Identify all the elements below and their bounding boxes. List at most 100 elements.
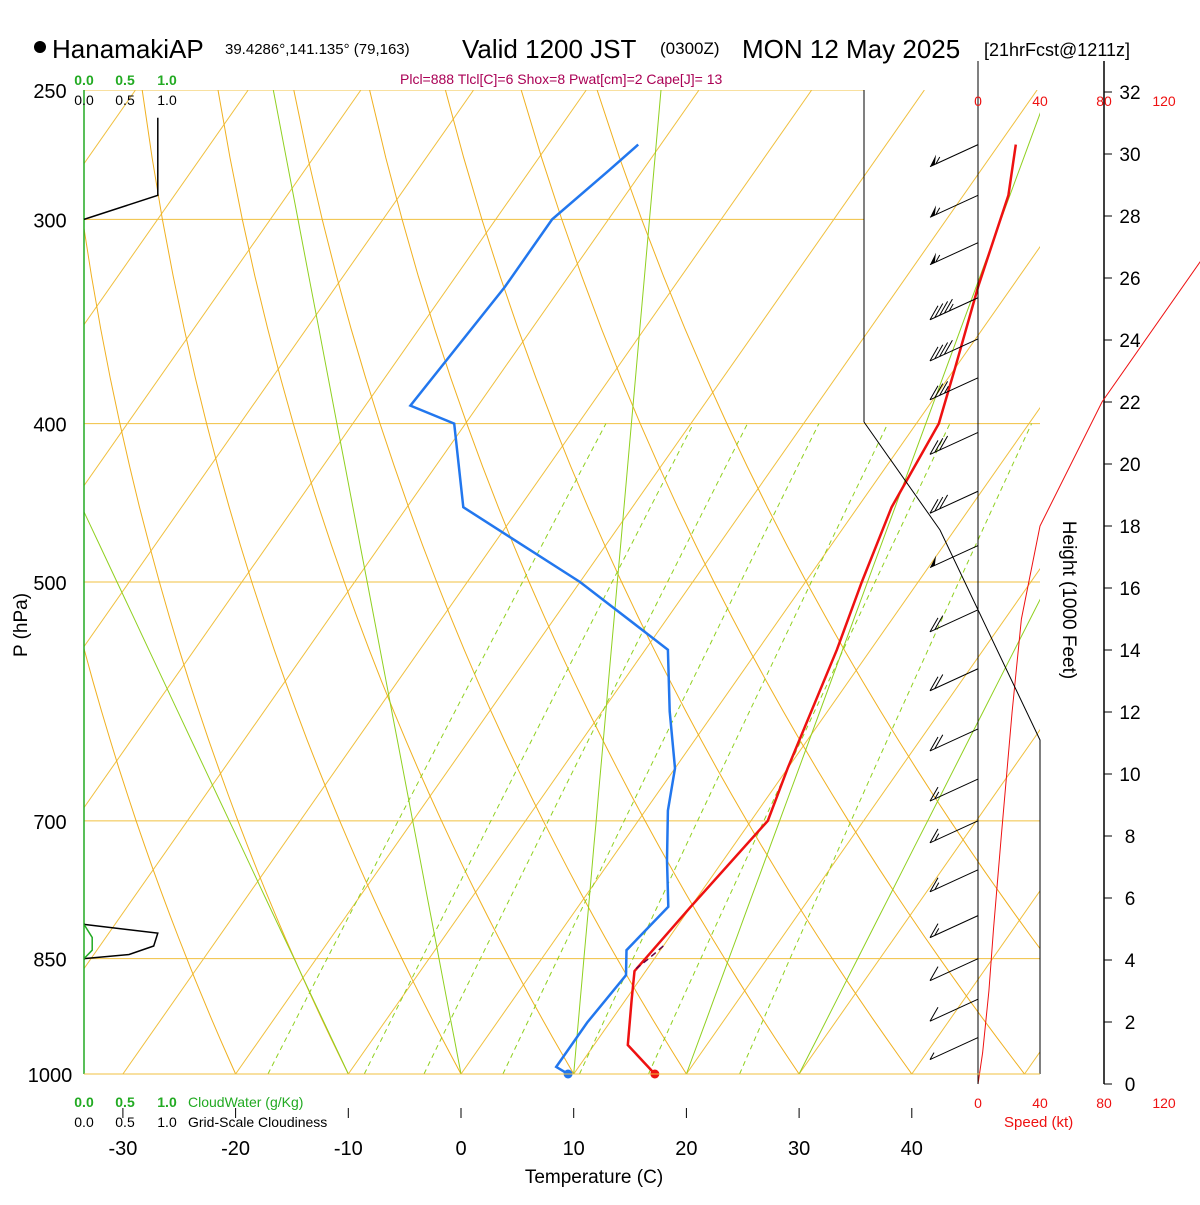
wind-barb-staff: [930, 729, 978, 751]
height-tick-label: 10: [1119, 765, 1140, 786]
wind-barb-staff: [930, 243, 978, 265]
cloud-water-tick-bottom: 0.0: [74, 1094, 94, 1110]
height-tick-label: 14: [1119, 641, 1141, 662]
clipped-grid: [0, 90, 1200, 1074]
cloudiness-label: Grid-Scale Cloudiness: [188, 1114, 327, 1130]
x-tick-label: -30: [108, 1138, 137, 1160]
axis-labels: Temperature (C) P (hPa) Height (1000 Fee…: [11, 521, 1079, 1188]
wind-barb-staff: [930, 610, 978, 632]
cloud-water-tick-top: 0.5: [115, 72, 135, 88]
cloud-water-tick-top: 1.0: [157, 72, 177, 88]
height-tick-label: 16: [1119, 579, 1140, 600]
valid-date: MON 12 May 2025: [742, 34, 960, 64]
cloudiness-tick-top: 0.5: [115, 92, 135, 108]
pressure-tick-label: 1000: [28, 1065, 73, 1087]
speed-tick-bottom: 80: [1096, 1095, 1112, 1111]
pressure-tick-label: 700: [33, 812, 66, 834]
wind-barb-staff: [930, 916, 978, 938]
wind-barb-staff: [930, 546, 978, 568]
speed-tick-top: 40: [1032, 93, 1048, 109]
valid-time: Valid 1200 JST: [462, 34, 637, 64]
height-panel: 0246810121416182022242628303200404080801…: [864, 61, 1200, 1111]
wind-barb-staff: [930, 491, 978, 513]
y-axis-label: P (hPa): [11, 593, 32, 657]
cloudiness-tick-top: 0.0: [74, 92, 94, 108]
mixing-ratio-line: [424, 424, 748, 1074]
isotherm-line: [1137, 90, 1200, 1074]
cloudiness-tick-top: 1.0: [157, 92, 177, 108]
speed-tick-bottom: 120: [1152, 1095, 1176, 1111]
height-tick-label: 30: [1119, 145, 1140, 166]
cloudiness-tick-bottom: 0.0: [74, 1114, 94, 1130]
x-tick-label: 30: [788, 1138, 810, 1160]
speed-tick-bottom: 0: [974, 1095, 982, 1111]
pressure-tick-label: 400: [33, 415, 66, 437]
speed-label: Speed (kt): [1004, 1114, 1073, 1131]
x-tick-label: 10: [563, 1138, 585, 1160]
pressure-tick-label: 500: [33, 573, 66, 595]
speed-tick-bottom: 40: [1032, 1095, 1048, 1111]
header: HanamakiAP 39.4286°,141.135° (79,163) Va…: [34, 34, 1130, 87]
height-tick-label: 26: [1119, 269, 1140, 290]
height-tick-label: 28: [1119, 207, 1140, 228]
zulu-time: (0300Z): [660, 39, 720, 58]
height-tick-label: 20: [1119, 455, 1140, 476]
height-tick-label: 32: [1119, 83, 1140, 104]
cloudiness-tick-bottom: 1.0: [157, 1114, 177, 1130]
speed-profile-line: [978, 154, 1200, 1084]
x-tick-label: 20: [675, 1138, 697, 1160]
mixing-ratio-line: [649, 424, 950, 1074]
x-tick-label: -20: [221, 1138, 250, 1160]
station-dot-icon: [34, 41, 46, 53]
pressure-tick-label: 250: [33, 81, 66, 103]
wind-barb-staff: [930, 669, 978, 691]
wind-barb-staff: [930, 821, 978, 843]
wind-barb-staff: [930, 339, 978, 361]
height-tick-label: 22: [1119, 393, 1140, 414]
cloud-water-label: CloudWater (g/Kg): [188, 1094, 303, 1110]
pressure-tick-label: 300: [33, 210, 66, 232]
wind-barb-staff: [930, 959, 978, 981]
stability-indices: Plcl=888 Tlcl[C]=6 Shox=8 Pwat[cm]=2 Cap…: [400, 71, 723, 87]
height-tick-label: 18: [1119, 517, 1140, 538]
cloud-water-tick-top: 0.0: [74, 72, 94, 88]
pressure-tick-label: 850: [33, 950, 66, 972]
cloudiness-upper-line: [84, 118, 158, 220]
wind-barb-staff: [930, 195, 978, 217]
height-tick-label: 2: [1125, 1013, 1136, 1034]
wind-barb-staff: [930, 870, 978, 892]
height-tick-label: 0: [1125, 1075, 1136, 1096]
height-axis-label: Height (1000 Feet): [1058, 521, 1079, 679]
mixing-ratio-line: [503, 424, 819, 1074]
cloud-water-tick-bottom: 0.5: [115, 1094, 135, 1110]
cloudiness-tick-bottom: 0.5: [115, 1114, 135, 1130]
wind-barb-staff: [930, 378, 978, 400]
isotherm-line: [0, 90, 23, 1074]
height-tick-label: 24: [1119, 331, 1141, 352]
forecast-info: [21hrFcst@1211z]: [984, 40, 1130, 60]
wind-barbs: [930, 145, 978, 1060]
height-tick-label: 12: [1119, 703, 1140, 724]
speed-tick-top: 80: [1096, 93, 1112, 109]
isotherm-line: [1025, 90, 1200, 1074]
height-tick-label: 6: [1125, 889, 1136, 910]
station-coords: 39.4286°,141.135° (79,163): [225, 41, 410, 58]
sounding-profiles: [410, 145, 1015, 1079]
wind-barb-staff: [930, 1038, 978, 1060]
background-grid: [0, 90, 1200, 1074]
height-tick-label: 8: [1125, 827, 1136, 848]
cloud-panel: [84, 118, 158, 959]
height-tick-label: 4: [1125, 951, 1136, 972]
speed-tick-top: 120: [1152, 93, 1176, 109]
cloud-water-tick-bottom: 1.0: [157, 1094, 177, 1110]
station-name: HanamakiAP: [52, 34, 204, 64]
cloud-water-line: [84, 924, 92, 958]
wind-barb-staff: [930, 432, 978, 454]
speed-tick-top: 0: [974, 93, 982, 109]
x-tick-label: 0: [455, 1138, 466, 1160]
x-tick-label: 40: [901, 1138, 923, 1160]
mixing-ratio-line: [268, 424, 606, 1074]
wind-barb-staff: [930, 999, 978, 1021]
